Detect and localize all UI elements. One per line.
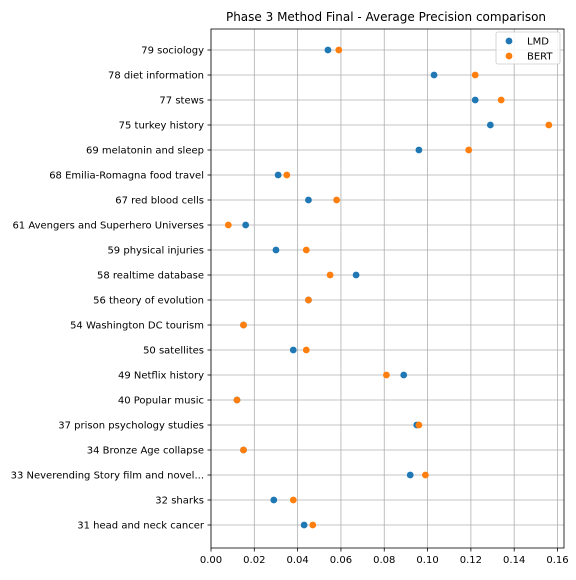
chart-title: Phase 3 Method Final - Average Precision… [226,10,546,24]
data-point-bert [289,496,297,504]
data-point-lmd [400,371,408,379]
y-tick-label: 58 realtime database [97,271,204,282]
y-axis-ticks: 79 sociology 78 diet information 77 stews 7… [11,46,211,532]
x-tick-label: 0.14 [503,555,525,566]
y-tick-label: 67 red blood cells [115,196,204,207]
data-point-lmd [406,471,414,479]
data-point-bert [383,371,390,379]
y-tick-label: 78 diet information [108,71,204,82]
legend: LMD BERT [495,31,561,65]
data-point-bert [302,246,310,254]
data-point-lmd [305,196,312,204]
y-tick-label: 50 satellites [143,346,204,357]
x-tick-label: 0.12 [460,555,482,566]
plot-frame [210,28,565,549]
y-tick-label: 79 sociology [141,46,204,57]
y-tick-label: 40 Popular music [118,396,204,407]
y-tick-label: 49 Netflix history [118,371,204,382]
data-point-lmd [300,521,308,529]
x-tick-label: 0.08 [373,555,395,566]
y-tick-label: 31 head and neck cancer [77,521,205,532]
data-point-bert [335,46,343,54]
data-point-lmd [471,96,479,104]
data-point-bert [233,396,241,404]
data-point-bert [305,296,312,304]
x-tick-label: 0.16 [546,555,568,566]
x-tick-label: 0.04 [286,555,308,566]
data-point-lmd [289,346,297,354]
x-tick-label: 0.00 [200,555,222,566]
y-tick-label: 37 prison psychology studies [58,421,204,432]
data-point-lmd [430,71,438,79]
legend-label-bert: BERT [527,52,553,63]
legend-marker-bert [505,52,513,60]
y-tick-label: 34 Bronze Age collapse [87,446,204,457]
data-point-lmd [270,496,278,504]
data-point-lmd [274,171,282,179]
data-point-lmd [415,146,423,154]
data-point-bert [240,446,247,454]
y-tick-label: 56 theory of evolution [93,296,204,307]
data-point-lmd [272,246,280,254]
x-axis-ticks: 0.00 0.02 0.04 0.06 0.08 0.10 0.12 0.14 0.16 [200,548,569,566]
y-tick-label: 75 turkey history [119,121,204,132]
data-point-bert [421,471,429,479]
grid-lines [210,29,564,548]
data-point-bert [545,121,553,129]
x-tick-label: 0.06 [330,555,352,566]
data-point-bert [283,171,291,179]
y-tick-label: 77 stews [159,96,204,107]
data-point-bert [224,221,232,229]
data-point-bert [333,196,341,204]
data-point-bert [415,421,423,429]
data-point-bert [302,346,310,354]
data-point-bert [497,96,505,104]
data-points [224,46,553,529]
y-tick-label: 33 Neverending Story film and novel... [11,471,204,482]
data-point-lmd [242,221,250,229]
data-point-lmd [352,271,360,279]
data-point-lmd [486,121,494,129]
legend-label-lmd: LMD [527,37,549,48]
y-tick-label: 59 physical injuries [107,246,204,257]
y-tick-label: 68 Emilia-Romagna food travel [49,171,204,182]
data-point-bert [240,321,247,329]
data-point-lmd [324,46,332,54]
y-tick-label: 54 Washington DC tourism [70,321,204,332]
data-point-bert [465,146,473,154]
data-point-bert [309,521,317,529]
y-tick-label: 61 Avengers and Superhero Universes [12,221,204,232]
legend-marker-lmd [505,37,513,45]
y-tick-label: 32 sharks [155,496,204,507]
y-tick-label: 69 melatonin and sleep [86,146,204,157]
data-point-bert [326,271,334,279]
x-tick-label: 0.02 [243,555,265,566]
x-tick-label: 0.10 [416,555,438,566]
data-point-bert [471,71,479,79]
